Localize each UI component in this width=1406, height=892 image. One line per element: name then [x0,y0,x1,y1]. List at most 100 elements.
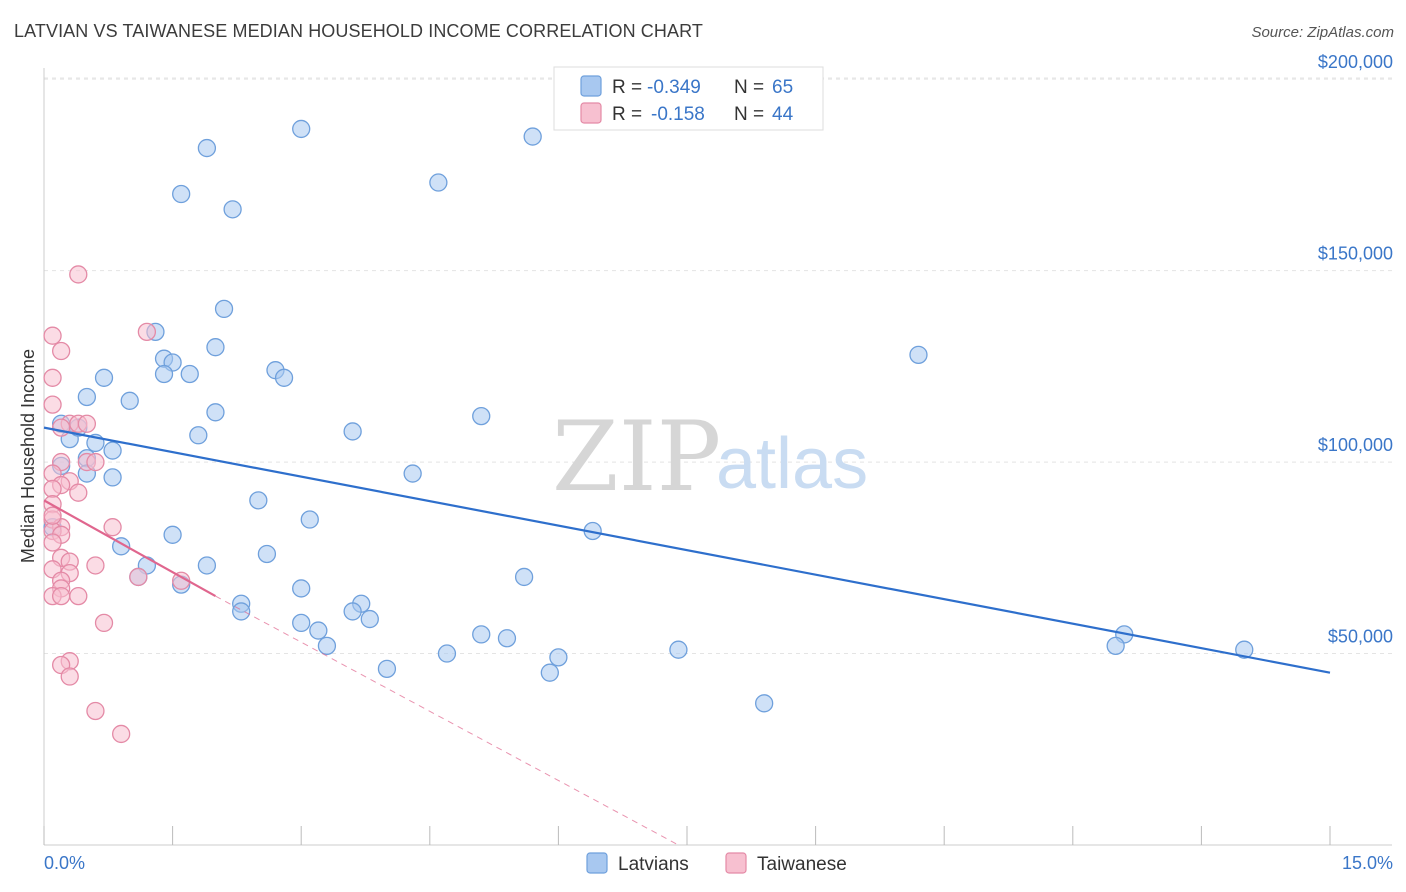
latvian-point [120,391,139,410]
taiwanese-point [43,533,62,552]
taiwanese-point [43,506,62,525]
legend-n-value: 65 [772,77,793,98]
latvian-point [189,426,208,445]
latvian-point [214,299,234,319]
taiwanese-point [51,586,71,606]
latvian-trend-line [43,426,1331,674]
legend-r-value: -0.349 [647,77,701,98]
taiwanese-point [69,483,88,502]
y-tick-label: $50,000 [1328,627,1393,647]
taiwanese-trend-line [43,499,217,598]
taiwanese-point [129,567,148,587]
latvian-point [292,579,311,598]
taiwanese-point [94,613,114,633]
latvian-point [103,468,122,487]
legend-swatch-taiwanese [580,102,602,124]
legend-label-taiwanese: Taiwanese [757,854,847,875]
latvian-point [909,345,928,365]
latvian-point [497,629,517,648]
y-tick-labels: $50,000 $100,000 $150,000 $200,000 [1318,52,1393,646]
y-axis-title: Median Household Income [18,349,38,563]
taiwanese-point [43,368,62,387]
latvian-point [317,636,337,656]
latvian-point [197,138,217,158]
latvian-point [360,609,379,629]
taiwanese-point [43,326,62,345]
latvian-point [249,491,268,510]
latvian-point [472,406,491,426]
latvian-point [523,127,542,146]
legend-label-latvians: Latvians [618,854,689,875]
taiwanese-point [137,322,157,342]
latvian-point [180,364,199,384]
legend-n-label: N = [734,77,764,98]
gridlines [44,77,1392,655]
taiwanese-point [51,418,71,437]
latvian-point [300,510,319,529]
taiwanese-point [112,724,131,744]
latvian-point [309,621,328,640]
latvian-point [274,368,294,387]
latvian-point [223,200,242,219]
latvian-point [292,613,311,633]
latvian-point [669,640,688,659]
latvian-point [343,602,362,621]
latvian-point [206,403,225,422]
legend-r-label: R = [612,104,642,125]
taiwanese-point [86,452,105,472]
latvian-point [257,544,277,564]
x-tick-labels: 0.0% 15.0% [44,853,1393,873]
taiwanese-point [51,341,71,361]
taiwanese-point [69,586,88,606]
latvian-point [429,173,448,192]
latvian-point [94,368,114,387]
latvian-point [103,441,122,460]
latvian-point [437,644,457,663]
latvian-point [1106,636,1125,656]
latvian-point [540,663,559,682]
latvian-point [197,556,217,575]
latvian-point [755,694,774,713]
watermark-zip: ZIP [552,401,721,513]
latvian-point [77,387,97,407]
latvian-point [472,625,491,644]
taiwanese-point [43,479,62,499]
x-tick-label: 0.0% [44,853,85,873]
latvian-point [163,525,182,544]
source-label: Source: ZipAtlas.com [1251,24,1394,41]
latvian-point [549,648,568,667]
latvian-point [403,464,422,483]
legend-top: R = -0.349 N = 65 R = -0.158 N = 44 [553,66,824,131]
latvian-point [154,364,174,384]
y-tick-label: $100,000 [1318,435,1393,455]
latvian-point [514,567,534,587]
axes [43,68,1392,846]
chart-title: LATVIAN VS TAIWANESE MEDIAN HOUSEHOLD IN… [14,21,703,41]
legend-n-value: 44 [772,104,794,125]
legend-n-label: N = [734,104,764,125]
latvian-point [206,338,225,357]
latvian-point [172,184,191,204]
taiwanese-point [77,414,97,433]
taiwanese-point [60,667,79,686]
taiwanese-point [43,395,62,414]
legend-bottom: Latvians Taiwanese [586,852,847,875]
latvian-point [232,602,251,621]
legend-swatch-latvians [580,75,602,97]
legend-r-value: -0.158 [651,104,705,125]
taiwanese-point [69,265,88,284]
latvian-point [292,119,311,139]
trend-lines [43,426,1331,846]
trend-extension-1 [215,595,679,846]
latvian-point [343,422,362,441]
taiwanese-point [86,556,105,575]
taiwanese-point [103,518,122,537]
y-tick-label: $150,000 [1318,244,1393,264]
y-tick-label: $200,000 [1318,52,1393,72]
taiwanese-point [86,701,105,721]
latvian-point [1235,640,1254,659]
legend-swatch-taiwanese [725,852,747,874]
x-tick-label: 15.0% [1342,853,1393,873]
legend-swatch-latvians [586,852,608,874]
